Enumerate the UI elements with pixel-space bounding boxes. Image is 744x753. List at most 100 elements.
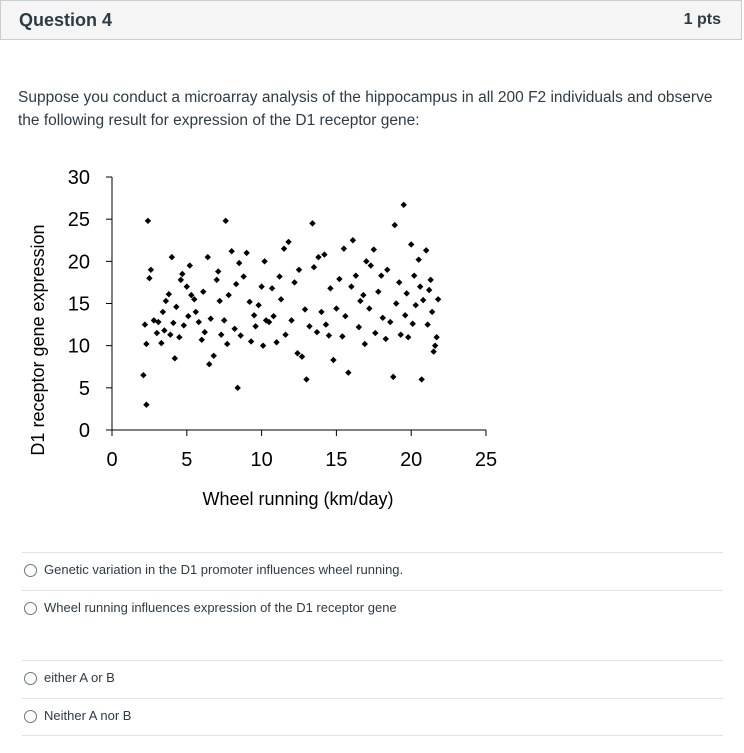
answer-option-b[interactable]: Wheel running influences expression of t… [22, 590, 723, 632]
data-point [294, 350, 301, 357]
data-point [161, 327, 168, 334]
data-point [200, 288, 207, 295]
y-tick-label: 15 [68, 294, 90, 316]
data-point [419, 296, 427, 304]
data-point [223, 340, 231, 348]
data-point [396, 279, 403, 286]
y-tick-label: 0 [79, 420, 90, 442]
data-point [327, 285, 334, 292]
data-point [231, 325, 238, 332]
question-text: Suppose you conduct a microarray analysi… [18, 89, 713, 129]
data-point [155, 318, 162, 326]
data-point [355, 323, 363, 331]
data-point [403, 290, 410, 297]
x-tick-label: 5 [181, 449, 192, 471]
data-point [313, 328, 321, 336]
data-point [191, 296, 198, 303]
data-point [207, 315, 214, 322]
data-point [153, 329, 161, 337]
data-point [167, 331, 174, 338]
y-tick-label: 30 [68, 167, 90, 189]
data-point [176, 334, 183, 341]
answer-option-c[interactable]: either A or B [22, 660, 723, 698]
data-point [295, 266, 303, 273]
data-point [273, 339, 280, 346]
data-point [276, 273, 283, 280]
radio-button[interactable] [24, 672, 37, 685]
data-point [431, 342, 439, 349]
data-point [210, 352, 217, 359]
data-point [367, 262, 375, 269]
data-point [213, 276, 220, 284]
data-point [255, 301, 262, 309]
y-tick-label: 20 [68, 251, 90, 273]
data-point [434, 296, 442, 303]
data-point [378, 272, 385, 279]
data-point [415, 256, 422, 263]
data-point [258, 283, 265, 290]
x-tick-label: 20 [400, 449, 422, 471]
question-points: 1 pts [683, 11, 721, 28]
data-point [180, 322, 188, 329]
answer-label: Neither A nor B [44, 708, 132, 723]
data-point [333, 305, 340, 312]
radio-button[interactable] [24, 602, 37, 615]
data-point [221, 317, 228, 324]
data-point [424, 321, 431, 328]
data-point [309, 220, 316, 227]
data-point [141, 321, 149, 328]
data-point [372, 329, 379, 337]
data-point [171, 355, 179, 362]
radio-button[interactable] [24, 710, 37, 723]
data-point [349, 237, 357, 244]
data-point [159, 308, 167, 316]
data-point [280, 245, 288, 252]
answer-label: Wheel running influences expression of t… [44, 600, 397, 615]
data-point [301, 306, 309, 313]
data-point [336, 275, 343, 283]
data-point [228, 248, 235, 255]
data-point [285, 238, 292, 246]
data-point [322, 321, 330, 328]
data-point [348, 283, 355, 290]
answer-option-a[interactable]: Genetic variation in the D1 promoter inf… [22, 552, 723, 590]
data-point [158, 339, 165, 347]
x-tick-label: 0 [106, 449, 117, 471]
data-point [235, 259, 243, 267]
data-point [218, 331, 225, 338]
data-point [430, 348, 437, 355]
data-point [140, 371, 147, 379]
data-point [425, 286, 433, 294]
answer-option-d[interactable]: Neither A nor B [22, 698, 723, 736]
data-point [321, 251, 328, 258]
data-point [144, 217, 152, 225]
data-point [252, 323, 259, 330]
data-point [428, 308, 436, 316]
x-tick-label: 15 [325, 449, 347, 471]
data-point [192, 308, 199, 316]
data-point [397, 331, 404, 338]
answer-label: either A or B [44, 670, 115, 685]
data-point [246, 298, 253, 306]
data-point [416, 283, 424, 290]
data-point [146, 275, 153, 282]
data-point [400, 201, 407, 209]
data-point [173, 303, 180, 311]
data-point [298, 353, 306, 360]
x-tick-label: 25 [475, 449, 497, 471]
data-point [387, 318, 394, 326]
x-tick-label: 10 [250, 449, 272, 471]
data-point [433, 334, 440, 341]
data-point [247, 338, 255, 345]
data-point [345, 369, 352, 376]
answer-label: Genetic variation in the D1 promoter inf… [44, 562, 404, 577]
data-point [427, 276, 434, 284]
data-point [291, 279, 298, 286]
data-point [270, 312, 277, 320]
data-point [375, 288, 382, 295]
data-point [198, 336, 205, 343]
radio-button[interactable] [24, 564, 37, 577]
data-point [179, 270, 186, 278]
data-point [330, 356, 337, 364]
data-point [188, 291, 195, 299]
